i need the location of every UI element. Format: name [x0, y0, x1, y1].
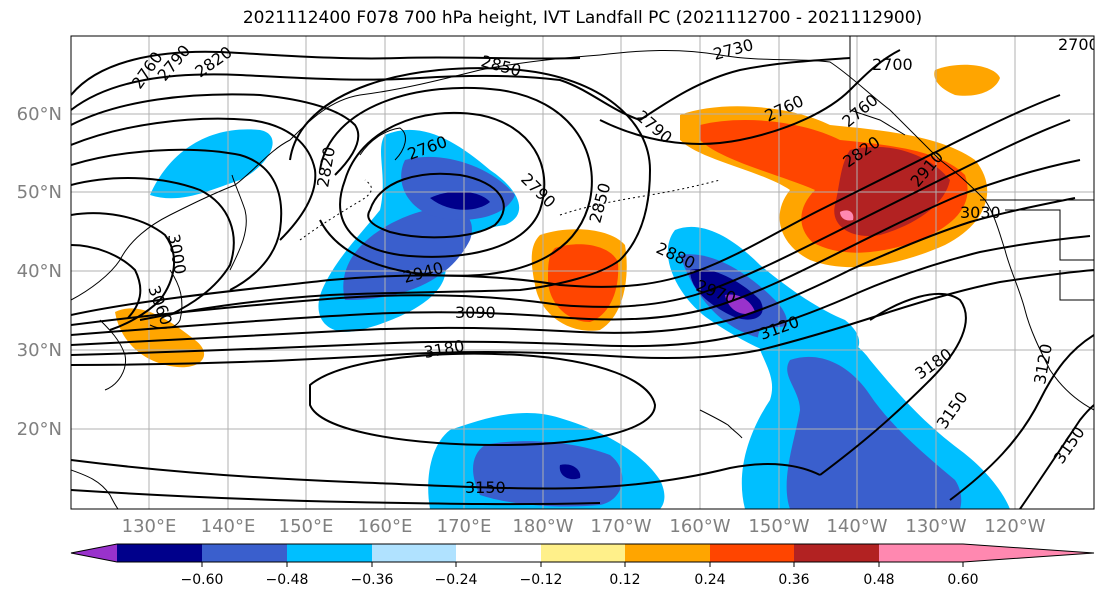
colorbar-tick-label: 0.36: [778, 572, 809, 588]
boundaries: [849, 36, 1094, 301]
lon-label: 150°W: [748, 516, 809, 537]
colorbar-tick-label: 0.60: [947, 572, 978, 588]
colorbar-swatch: [625, 544, 710, 562]
contour-label: 2700: [872, 55, 913, 74]
lat-label: 60°N: [17, 104, 62, 125]
colorbar-swatch: [710, 544, 794, 562]
lat-label: 30°N: [17, 340, 62, 361]
lat-label: 40°N: [17, 261, 62, 282]
contour-label: 3090: [455, 303, 496, 322]
shading-region: [548, 244, 619, 322]
colorbar-extend-low: [71, 544, 117, 562]
lon-label: 160°E: [358, 516, 413, 537]
coastlines: [71, 49, 1094, 509]
colorbar-tick-label: −0.12: [520, 572, 563, 588]
lon-label: 130°W: [905, 516, 966, 537]
shading-region: [840, 210, 854, 221]
colorbar-swatch: [117, 544, 202, 562]
map-title: 2021112400 F078 700 hPa height, IVT Land…: [242, 8, 923, 28]
colorbar-extend-high: [963, 544, 1094, 562]
shading-region: [934, 64, 1000, 96]
lon-label: 130°E: [122, 516, 177, 537]
colorbar-swatch: [794, 544, 879, 562]
lon-label: 170°W: [590, 516, 651, 537]
colorbar-tick-label: −0.60: [181, 572, 224, 588]
shading-region: [430, 191, 490, 210]
shading-region: [725, 294, 755, 315]
colorbar-tick-label: −0.24: [435, 572, 478, 588]
colorbar-swatch: [879, 544, 963, 562]
shading-region: [150, 129, 273, 199]
colorbar-outline: [70, 543, 1095, 563]
colorbar-tick-label: −0.36: [351, 572, 394, 588]
longitude-labels: 130°E 140°E 150°E 160°E 170°E 180°W 170°…: [122, 516, 1046, 537]
contour-label: 3030: [960, 203, 1001, 222]
height-contours: [71, 49, 1094, 509]
lon-label: 140°E: [201, 516, 256, 537]
lon-label: 180°W: [512, 516, 573, 537]
colorbar-tick-label: 0.48: [863, 572, 894, 588]
colorbar-tick-label: −0.48: [266, 572, 309, 588]
colorbar-swatch: [202, 544, 287, 562]
lon-label: 150°E: [279, 516, 334, 537]
shading-region: [473, 441, 623, 507]
lat-label: 20°N: [17, 419, 62, 440]
colorbar: −0.60 −0.48 −0.36 −0.24 −0.12 0.12 0.24 …: [70, 543, 1095, 588]
colorbar-tick-label: 0.12: [609, 572, 640, 588]
lat-label: 50°N: [17, 182, 62, 203]
shading-region: [834, 146, 950, 236]
contour-label: 2700: [1058, 35, 1099, 54]
latitude-labels: 60°N 50°N 40°N 30°N 20°N: [17, 104, 62, 440]
colorbar-swatch: [456, 544, 541, 562]
colorbar-swatch: [372, 544, 456, 562]
shading-region: [115, 308, 205, 368]
shading-region: [559, 464, 581, 480]
lon-label: 140°W: [826, 516, 887, 537]
map-frame: [70, 35, 1095, 510]
colorbar-tick-label: 0.24: [694, 572, 725, 588]
lon-label: 170°E: [437, 516, 492, 537]
contour-label: 3150: [465, 478, 506, 497]
lon-label: 160°W: [669, 516, 730, 537]
lon-label: 120°W: [984, 516, 1045, 537]
colorbar-swatch: [541, 544, 625, 562]
colorbar-swatch: [287, 544, 372, 562]
